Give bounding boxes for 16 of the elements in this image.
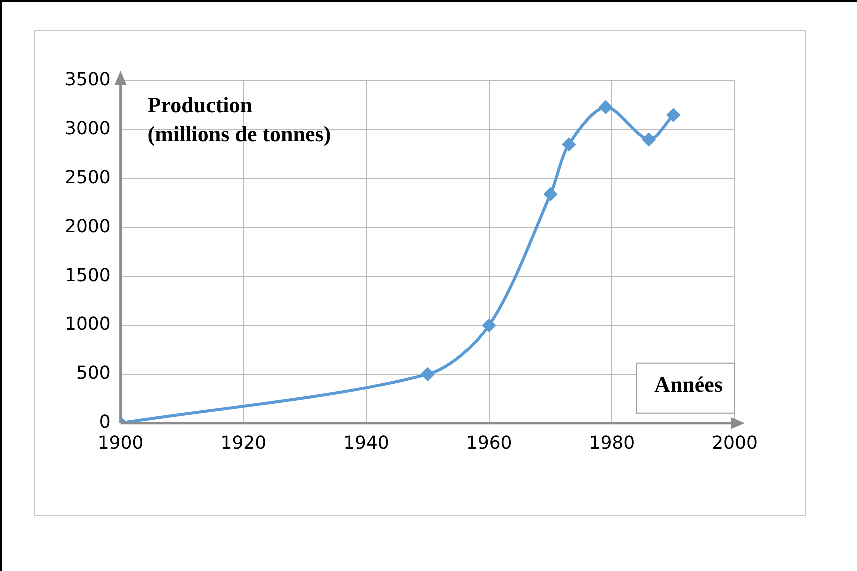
x-tick-label: 1900 <box>98 432 144 454</box>
y-tick-label: 2000 <box>64 216 111 238</box>
x-tick-label: 1960 <box>466 432 512 454</box>
y-tick-label: 2500 <box>64 168 111 188</box>
y-tick-label: 3000 <box>64 118 111 140</box>
x-tick-label: 1980 <box>589 432 636 454</box>
y-tick-label: 0 <box>99 412 111 434</box>
x-axis-title: Années <box>654 372 724 398</box>
y-tick-label: 500 <box>76 363 111 384</box>
y-axis-title: Production (millions de tonnes) <box>148 92 332 147</box>
x-tick-label: 1920 <box>220 432 267 454</box>
y-tick-label: 3500 <box>64 70 111 91</box>
y-tick-label: 1500 <box>64 265 111 286</box>
y-tick-label: 1000 <box>64 314 111 336</box>
x-tick-label: 1940 <box>344 432 390 454</box>
x-tick-label: 2000 <box>712 432 758 454</box>
